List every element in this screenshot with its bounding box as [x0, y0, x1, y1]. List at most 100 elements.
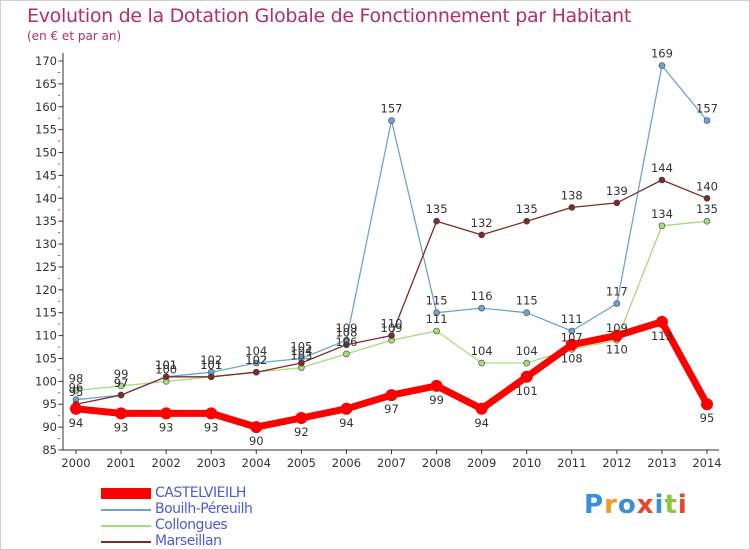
y-tick-label-140: 140	[35, 191, 57, 205]
data-point	[162, 373, 170, 381]
data-point	[520, 370, 533, 383]
legend-swatch-marseillan	[101, 541, 151, 543]
y-tick-label-105: 105	[35, 351, 57, 365]
data-label: 110	[381, 317, 403, 331]
x-tick-label-2012: 2012	[602, 456, 631, 470]
legend-label-collongues: Collongues	[155, 517, 228, 533]
data-label: 90	[249, 434, 264, 448]
x-tick-label-2001: 2001	[106, 456, 135, 470]
logo-letter: i	[654, 490, 665, 520]
data-label: 157	[696, 101, 718, 115]
x-tick-label-2013: 2013	[647, 456, 676, 470]
y-tick-label-160: 160	[35, 100, 57, 114]
logo-letter: r	[604, 490, 618, 520]
data-label: 169	[651, 47, 673, 61]
data-label: 93	[114, 420, 129, 434]
logo-letter: o	[617, 490, 637, 520]
data-point	[298, 359, 305, 367]
y-tick-label-125: 125	[35, 260, 57, 274]
data-label: 104	[471, 344, 493, 358]
data-point	[565, 338, 578, 351]
data-point	[613, 199, 621, 207]
data-point	[340, 402, 353, 415]
y-tick-label-120: 120	[35, 283, 57, 297]
proxiti-logo: Proxiti	[584, 490, 688, 520]
data-point	[610, 329, 623, 342]
data-label: 100	[155, 362, 177, 376]
data-point	[252, 368, 260, 376]
y-tick-label-170: 170	[35, 54, 57, 68]
data-point	[701, 398, 713, 411]
x-tick-label-2006: 2006	[332, 456, 361, 470]
data-label: 117	[606, 285, 628, 299]
data-point	[343, 341, 350, 349]
data-point	[115, 407, 128, 420]
data-label: 97	[384, 402, 399, 416]
data-label: 103	[290, 349, 312, 363]
data-label: 113	[651, 329, 673, 343]
data-label: 101	[155, 358, 177, 372]
data-label: 94	[69, 416, 84, 430]
data-label: 135	[696, 202, 718, 216]
data-point	[385, 389, 398, 402]
data-point	[433, 217, 440, 225]
y-tick-label-100: 100	[35, 374, 57, 388]
data-label: 115	[516, 294, 538, 308]
data-label: 94	[339, 416, 354, 430]
data-point	[295, 411, 308, 424]
data-label: 101	[516, 384, 538, 398]
data-label: 116	[471, 289, 493, 303]
y-tick-label-155: 155	[35, 123, 57, 137]
data-point	[252, 359, 260, 367]
data-point	[160, 407, 173, 420]
data-label: 108	[335, 326, 357, 340]
data-label: 139	[606, 184, 628, 198]
x-tick-label-2002: 2002	[152, 456, 181, 470]
data-point	[523, 309, 531, 317]
x-tick-label-2011: 2011	[557, 456, 586, 470]
data-point	[205, 407, 218, 420]
y-tick-label-145: 145	[35, 168, 57, 182]
data-label: 92	[294, 425, 309, 439]
y-tick-label-110: 110	[35, 329, 57, 343]
legend-label-bouilh-pereuilh: Bouilh-Péreuilh	[155, 501, 253, 517]
chart-title: Evolution de la Dotation Globale de Fonc…	[27, 5, 632, 27]
data-label: 135	[516, 202, 538, 216]
data-label: 99	[114, 367, 129, 381]
data-point	[568, 204, 576, 211]
data-label: 138	[561, 188, 583, 202]
data-point	[523, 359, 531, 367]
data-label: 104	[290, 344, 312, 358]
data-point	[613, 300, 621, 307]
data-point	[703, 194, 711, 202]
legend-swatch-collongues	[101, 525, 151, 527]
data-label: 102	[245, 353, 267, 367]
data-label: 157	[381, 101, 403, 115]
data-point	[703, 217, 711, 225]
y-tick-label-115: 115	[35, 306, 57, 320]
data-label: 110	[606, 343, 628, 357]
data-point	[117, 382, 125, 390]
data-point	[478, 231, 485, 239]
y-tick-label-165: 165	[35, 77, 57, 91]
data-label: 93	[204, 420, 219, 434]
data-point	[250, 421, 263, 434]
data-label: 105	[290, 339, 312, 353]
data-point	[658, 176, 666, 184]
data-label: 101	[200, 358, 222, 372]
data-point	[388, 117, 395, 124]
y-tick-label-150: 150	[35, 146, 57, 160]
data-point	[658, 62, 666, 69]
legend-label-castelvieilh: CASTELVIEILH	[155, 485, 246, 501]
data-point	[343, 350, 350, 358]
data-point	[72, 387, 80, 394]
data-label: 102	[200, 353, 222, 367]
data-label: 98	[69, 372, 84, 386]
x-tick-label-2010: 2010	[512, 456, 541, 470]
data-label: 101	[155, 358, 177, 372]
logo-letter: i	[677, 490, 688, 520]
data-point	[523, 217, 531, 225]
data-label: 115	[426, 294, 448, 308]
data-label: 108	[561, 352, 583, 366]
